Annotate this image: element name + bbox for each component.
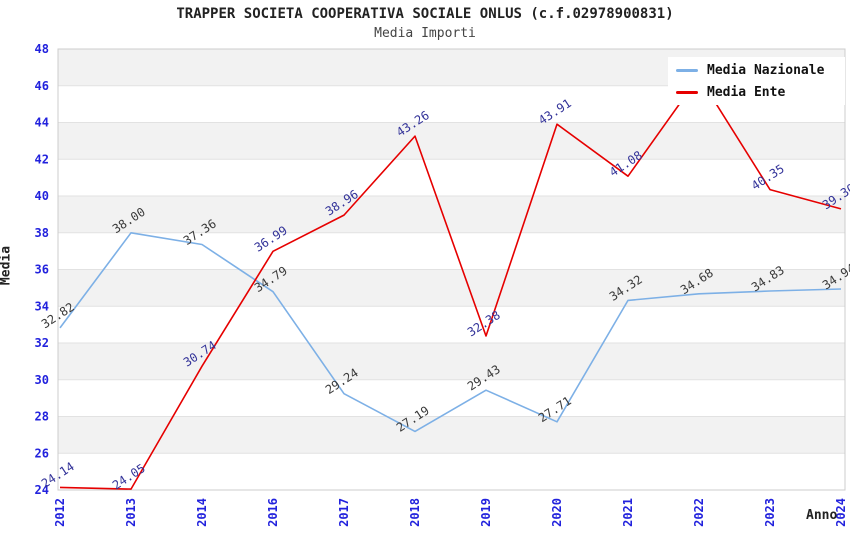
legend-item-media-nazionale: Media Nazionale bbox=[668, 62, 845, 78]
y-tick-label: 34 bbox=[35, 299, 49, 313]
x-tick-label: 2016 bbox=[266, 498, 280, 527]
x-axis-title: Anno bbox=[806, 508, 838, 523]
y-tick-label: 28 bbox=[35, 410, 49, 424]
y-tick-label: 26 bbox=[35, 446, 49, 460]
plot-band bbox=[58, 269, 845, 307]
legend-swatch-ente-icon bbox=[676, 90, 698, 94]
y-tick-label: 32 bbox=[35, 336, 49, 350]
x-tick-label: 2020 bbox=[550, 498, 564, 527]
legend: Media Nazionale Media Ente bbox=[668, 57, 845, 105]
plot-border bbox=[57, 48, 846, 491]
y-tick-label: 24 bbox=[35, 483, 49, 497]
x-tick-label: 2023 bbox=[763, 498, 777, 527]
plot-band bbox=[58, 453, 845, 490]
legend-item-media-ente: Media Ente bbox=[668, 84, 845, 100]
x-tick-label: 2019 bbox=[479, 498, 493, 527]
y-axis-title: Media bbox=[0, 245, 14, 286]
plot-band bbox=[58, 416, 845, 454]
y-tick-label: 30 bbox=[35, 373, 49, 387]
chart-title: TRAPPER SOCIETA COOPERATIVA SOCIALE ONLU… bbox=[176, 6, 674, 22]
x-tick-label: 2014 bbox=[195, 498, 209, 527]
y-tick-label: 48 bbox=[35, 42, 49, 56]
x-tick-label: 2018 bbox=[408, 498, 422, 527]
x-tick-label: 2022 bbox=[692, 498, 706, 527]
legend-label: Media Ente bbox=[707, 84, 786, 100]
x-tick-label: 2013 bbox=[124, 498, 138, 527]
legend-label: Media Nazionale bbox=[707, 62, 825, 78]
plot-band bbox=[58, 306, 845, 343]
y-tick-label: 42 bbox=[35, 152, 49, 166]
y-tick-label: 40 bbox=[35, 189, 49, 203]
plot-band bbox=[58, 343, 845, 380]
x-tick-label: 2021 bbox=[621, 498, 635, 527]
plot-band bbox=[58, 196, 845, 233]
plot-band bbox=[58, 122, 845, 160]
x-tick-label: 2012 bbox=[53, 498, 67, 527]
y-tick-label: 38 bbox=[35, 226, 49, 240]
y-tick-label: 44 bbox=[35, 116, 49, 130]
x-tick-label: 2024 bbox=[834, 498, 848, 527]
y-tick-label: 36 bbox=[35, 263, 49, 277]
plot-band bbox=[58, 159, 845, 196]
y-tick-label: 46 bbox=[35, 79, 49, 93]
x-tick-label: 2017 bbox=[337, 498, 351, 527]
series-line-media-nazionale bbox=[59, 232, 842, 433]
legend-swatch-nazionale-icon bbox=[676, 68, 698, 72]
chart-subtitle: Media Importi bbox=[374, 26, 476, 41]
